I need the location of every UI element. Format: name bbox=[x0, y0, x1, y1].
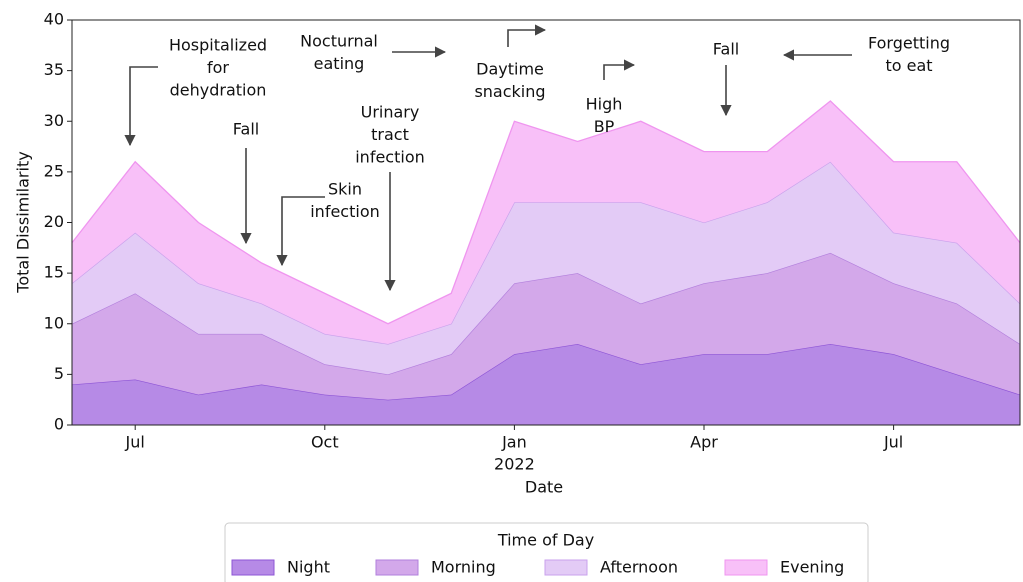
annotation: Fall bbox=[713, 40, 739, 59]
y-tick-label: 15 bbox=[44, 263, 64, 282]
annotation-arrow bbox=[276, 196, 325, 267]
annotation: Urinary bbox=[361, 103, 420, 122]
x-tick-label: Apr bbox=[690, 433, 718, 452]
legend-label: Morning bbox=[431, 558, 496, 577]
plot-area bbox=[71, 100, 1021, 425]
annotation: High bbox=[586, 95, 623, 114]
y-tick-label: 5 bbox=[54, 364, 64, 383]
legend-swatch bbox=[231, 559, 275, 576]
area bbox=[72, 161, 1020, 375]
legend-title: Time of Day bbox=[497, 531, 594, 550]
area-edge bbox=[71, 100, 1021, 325]
annotation: Hospitalized bbox=[169, 36, 267, 55]
legend-label: Night bbox=[287, 558, 330, 577]
annotation: Daytime bbox=[476, 60, 544, 79]
y-axis-label: Total Dissimilarity bbox=[14, 151, 33, 293]
area bbox=[72, 344, 1020, 425]
x-tick-label: Jan bbox=[501, 433, 527, 452]
legend-swatch bbox=[544, 559, 588, 576]
area bbox=[72, 252, 1020, 400]
legend-swatch bbox=[724, 559, 768, 576]
y-tick-label: 25 bbox=[44, 161, 64, 180]
legend-swatch bbox=[375, 559, 419, 576]
annotation-arrow bbox=[124, 66, 158, 147]
x-tick-label: Oct bbox=[311, 433, 339, 452]
y-tick-label: 0 bbox=[54, 415, 64, 434]
annotation: snacking bbox=[474, 82, 545, 101]
annotation: BP bbox=[594, 117, 615, 136]
annotation: Fall bbox=[233, 120, 259, 139]
annotation: dehydration bbox=[170, 81, 267, 100]
annotation: infection bbox=[355, 148, 425, 167]
annotation: Skin bbox=[328, 180, 362, 199]
annotation: tract bbox=[371, 125, 409, 144]
annotation: eating bbox=[314, 54, 365, 73]
x-tick-label: 2022 bbox=[494, 455, 535, 474]
legend-label: Afternoon bbox=[600, 558, 678, 577]
annotation-arrow bbox=[507, 24, 547, 47]
x-tick-label: Jul bbox=[883, 433, 903, 452]
y-tick-label: 10 bbox=[44, 313, 64, 332]
annotation: for bbox=[207, 58, 229, 77]
y-tick-label: 30 bbox=[44, 111, 64, 130]
x-tick-label: Jul bbox=[125, 433, 145, 452]
y-tick-label: 20 bbox=[44, 212, 64, 231]
annotation-arrow bbox=[603, 59, 636, 80]
y-tick-label: 35 bbox=[44, 60, 64, 79]
annotation: infection bbox=[310, 202, 380, 221]
annotation: Forgetting bbox=[868, 34, 950, 53]
area bbox=[72, 101, 1020, 344]
annotation: Nocturnal bbox=[300, 32, 378, 51]
annotation: to eat bbox=[885, 56, 932, 75]
legend-label: Evening bbox=[780, 558, 844, 577]
x-axis-label: Date bbox=[525, 478, 563, 497]
y-tick-label: 40 bbox=[44, 10, 64, 29]
